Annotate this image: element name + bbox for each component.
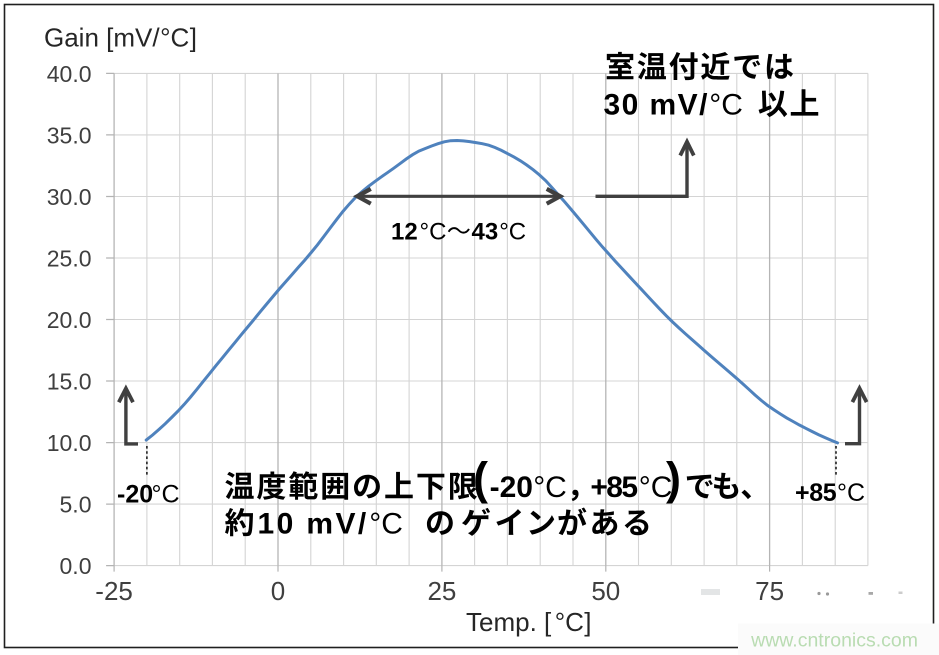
svg-text:+85: +85 (795, 479, 837, 507)
svg-text:°C: °C (639, 471, 673, 504)
svg-text:www.cntronics.com: www.cntronics.com (750, 630, 918, 652)
svg-text:15.0: 15.0 (47, 369, 92, 395)
svg-text:25: 25 (427, 576, 456, 606)
svg-text:°C: °C (369, 508, 403, 541)
svg-text:+85: +85 (590, 471, 637, 504)
svg-text:°C: °C (420, 219, 447, 246)
svg-text:0: 0 (271, 576, 285, 606)
svg-text:°C: °C (837, 479, 865, 507)
svg-text:): ) (666, 453, 681, 504)
svg-text:-20: -20 (490, 471, 533, 504)
svg-text:10.0: 10.0 (47, 430, 92, 456)
svg-text:°C: °C (152, 480, 180, 508)
svg-text:]: ] (584, 607, 591, 637)
svg-text:-20: -20 (117, 480, 153, 508)
svg-text:5.0: 5.0 (60, 492, 92, 518)
svg-text:35.0: 35.0 (47, 123, 92, 149)
svg-text:0.0: 0.0 (60, 553, 92, 579)
svg-text:Temp. [: Temp. [ (466, 607, 552, 637)
svg-text:°C: °C (160, 23, 189, 53)
svg-text:Gain [mV/: Gain [mV/ (44, 23, 160, 53)
svg-text:30 mV/: 30 mV/ (604, 88, 709, 121)
svg-text:°C: °C (533, 471, 567, 504)
svg-text:°C: °C (555, 607, 584, 637)
svg-text:10 mV/: 10 mV/ (258, 508, 369, 541)
svg-text:40.0: 40.0 (47, 61, 92, 87)
svg-text:30.0: 30.0 (47, 184, 92, 210)
svg-text:(: ( (473, 453, 488, 504)
svg-text:12: 12 (391, 219, 418, 246)
svg-text:75: 75 (755, 576, 784, 606)
svg-text:°C: °C (499, 219, 526, 246)
svg-text:43: 43 (472, 219, 499, 246)
svg-text:°C: °C (709, 88, 743, 121)
svg-text:50: 50 (591, 576, 620, 606)
svg-text:-25: -25 (95, 576, 133, 606)
svg-text:20.0: 20.0 (47, 307, 92, 333)
svg-text:25.0: 25.0 (47, 246, 92, 272)
svg-text:]: ] (190, 23, 197, 53)
